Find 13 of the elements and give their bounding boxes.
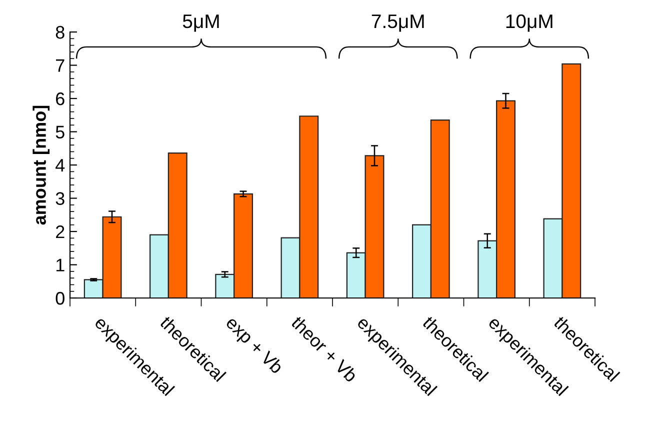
y-tick-label: 7	[56, 59, 64, 72]
text: 10μM	[506, 14, 552, 32]
y-tick-label: 6	[56, 92, 64, 106]
y-tick-label: 2	[56, 225, 64, 238]
y-tick-label: 4	[56, 159, 65, 172]
text: 7.5μM	[372, 14, 424, 32]
y-axis-title: amount [nmo]	[32, 106, 50, 225]
y-tick-label: 8	[56, 26, 64, 39]
y-tick-label: 3	[56, 192, 64, 205]
y-tick-label: 1	[56, 258, 64, 272]
y-tick-label: 0	[56, 292, 64, 305]
y-tick-label: 5	[56, 126, 64, 138]
text: 5μM	[182, 14, 219, 32]
